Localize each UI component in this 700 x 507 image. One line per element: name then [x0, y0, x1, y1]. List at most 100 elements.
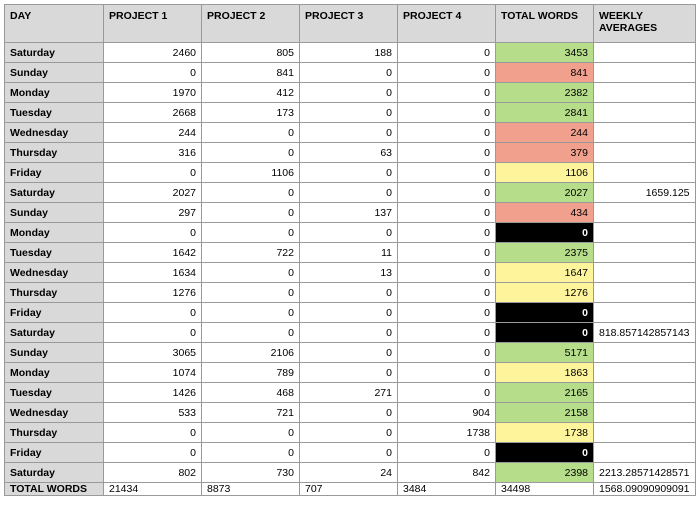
- weekly-average-cell[interactable]: [593, 302, 696, 323]
- total-words-cell[interactable]: 2158: [495, 402, 594, 423]
- project-2-cell[interactable]: 0: [201, 122, 300, 143]
- project-1-cell[interactable]: 1634: [103, 262, 202, 283]
- project-2-cell[interactable]: 412: [201, 82, 300, 103]
- project-3-cell[interactable]: 188: [299, 42, 398, 63]
- project-1-cell[interactable]: 533: [103, 402, 202, 423]
- weekly-average-cell[interactable]: [593, 142, 696, 163]
- project-4-cell[interactable]: 904: [397, 402, 496, 423]
- total-words-cell[interactable]: 2382: [495, 82, 594, 103]
- project-1-cell[interactable]: 0: [103, 442, 202, 463]
- project-1-cell[interactable]: 2668: [103, 102, 202, 123]
- day-cell[interactable]: Friday: [4, 442, 104, 463]
- total-words-cell[interactable]: 0: [495, 442, 594, 463]
- totals-project-2[interactable]: 8873: [201, 482, 300, 496]
- header-weekly-averages[interactable]: WEEKLY AVERAGES: [593, 4, 696, 43]
- project-1-cell[interactable]: 1276: [103, 282, 202, 303]
- project-4-cell[interactable]: 1738: [397, 422, 496, 443]
- total-words-cell[interactable]: 0: [495, 322, 594, 343]
- day-cell[interactable]: Saturday: [4, 462, 104, 483]
- project-3-cell[interactable]: 13: [299, 262, 398, 283]
- project-4-cell[interactable]: 0: [397, 62, 496, 83]
- day-cell[interactable]: Wednesday: [4, 262, 104, 283]
- project-2-cell[interactable]: 0: [201, 182, 300, 203]
- total-words-cell[interactable]: 1738: [495, 422, 594, 443]
- project-1-cell[interactable]: 3065: [103, 342, 202, 363]
- total-words-cell[interactable]: 1106: [495, 162, 594, 183]
- weekly-average-cell[interactable]: [593, 422, 696, 443]
- total-words-cell[interactable]: 1863: [495, 362, 594, 383]
- total-words-cell[interactable]: 841: [495, 62, 594, 83]
- project-4-cell[interactable]: 0: [397, 122, 496, 143]
- total-words-cell[interactable]: 2027: [495, 182, 594, 203]
- project-1-cell[interactable]: 802: [103, 462, 202, 483]
- project-2-cell[interactable]: 722: [201, 242, 300, 263]
- project-3-cell[interactable]: 11: [299, 242, 398, 263]
- project-3-cell[interactable]: 0: [299, 122, 398, 143]
- total-words-cell[interactable]: 1276: [495, 282, 594, 303]
- project-2-cell[interactable]: 173: [201, 102, 300, 123]
- day-cell[interactable]: Thursday: [4, 142, 104, 163]
- header-project-1[interactable]: PROJECT 1: [103, 4, 202, 43]
- total-words-cell[interactable]: 0: [495, 302, 594, 323]
- total-words-cell[interactable]: 434: [495, 202, 594, 223]
- weekly-average-cell[interactable]: 2213.28571428571: [593, 462, 696, 483]
- project-3-cell[interactable]: 0: [299, 362, 398, 383]
- project-4-cell[interactable]: 0: [397, 142, 496, 163]
- project-1-cell[interactable]: 0: [103, 322, 202, 343]
- project-3-cell[interactable]: 0: [299, 182, 398, 203]
- project-1-cell[interactable]: 0: [103, 162, 202, 183]
- project-2-cell[interactable]: 0: [201, 442, 300, 463]
- project-4-cell[interactable]: 0: [397, 282, 496, 303]
- project-2-cell[interactable]: 0: [201, 282, 300, 303]
- project-1-cell[interactable]: 1074: [103, 362, 202, 383]
- day-cell[interactable]: Sunday: [4, 342, 104, 363]
- day-cell[interactable]: Sunday: [4, 62, 104, 83]
- project-1-cell[interactable]: 0: [103, 302, 202, 323]
- project-2-cell[interactable]: 1106: [201, 162, 300, 183]
- project-1-cell[interactable]: 1970: [103, 82, 202, 103]
- project-1-cell[interactable]: 297: [103, 202, 202, 223]
- day-cell[interactable]: Thursday: [4, 282, 104, 303]
- day-cell[interactable]: Tuesday: [4, 382, 104, 403]
- project-3-cell[interactable]: 0: [299, 422, 398, 443]
- project-1-cell[interactable]: 1426: [103, 382, 202, 403]
- day-cell[interactable]: Sunday: [4, 202, 104, 223]
- weekly-average-cell[interactable]: [593, 162, 696, 183]
- weekly-average-cell[interactable]: [593, 382, 696, 403]
- header-project-3[interactable]: PROJECT 3: [299, 4, 398, 43]
- total-words-cell[interactable]: 244: [495, 122, 594, 143]
- day-cell[interactable]: Monday: [4, 82, 104, 103]
- weekly-average-cell[interactable]: [593, 402, 696, 423]
- project-4-cell[interactable]: 0: [397, 362, 496, 383]
- header-day[interactable]: DAY: [4, 4, 104, 43]
- project-4-cell[interactable]: 0: [397, 382, 496, 403]
- project-4-cell[interactable]: 0: [397, 262, 496, 283]
- project-3-cell[interactable]: 0: [299, 102, 398, 123]
- totals-project-3[interactable]: 707: [299, 482, 398, 496]
- project-1-cell[interactable]: 0: [103, 62, 202, 83]
- day-cell[interactable]: Wednesday: [4, 402, 104, 423]
- day-cell[interactable]: Saturday: [4, 42, 104, 63]
- project-2-cell[interactable]: 721: [201, 402, 300, 423]
- day-cell[interactable]: Saturday: [4, 182, 104, 203]
- project-1-cell[interactable]: 0: [103, 222, 202, 243]
- project-1-cell[interactable]: 0: [103, 422, 202, 443]
- project-4-cell[interactable]: 0: [397, 302, 496, 323]
- total-words-cell[interactable]: 2165: [495, 382, 594, 403]
- weekly-average-cell[interactable]: [593, 62, 696, 83]
- weekly-average-cell[interactable]: [593, 442, 696, 463]
- day-cell[interactable]: Thursday: [4, 422, 104, 443]
- project-3-cell[interactable]: 0: [299, 82, 398, 103]
- total-words-cell[interactable]: 0: [495, 222, 594, 243]
- project-2-cell[interactable]: 789: [201, 362, 300, 383]
- project-3-cell[interactable]: 0: [299, 282, 398, 303]
- project-4-cell[interactable]: 842: [397, 462, 496, 483]
- project-4-cell[interactable]: 0: [397, 202, 496, 223]
- project-3-cell[interactable]: 24: [299, 462, 398, 483]
- weekly-average-cell[interactable]: [593, 122, 696, 143]
- project-4-cell[interactable]: 0: [397, 242, 496, 263]
- totals-label[interactable]: TOTAL WORDS: [4, 482, 104, 496]
- total-words-cell[interactable]: 5171: [495, 342, 594, 363]
- project-3-cell[interactable]: 271: [299, 382, 398, 403]
- weekly-average-cell[interactable]: [593, 342, 696, 363]
